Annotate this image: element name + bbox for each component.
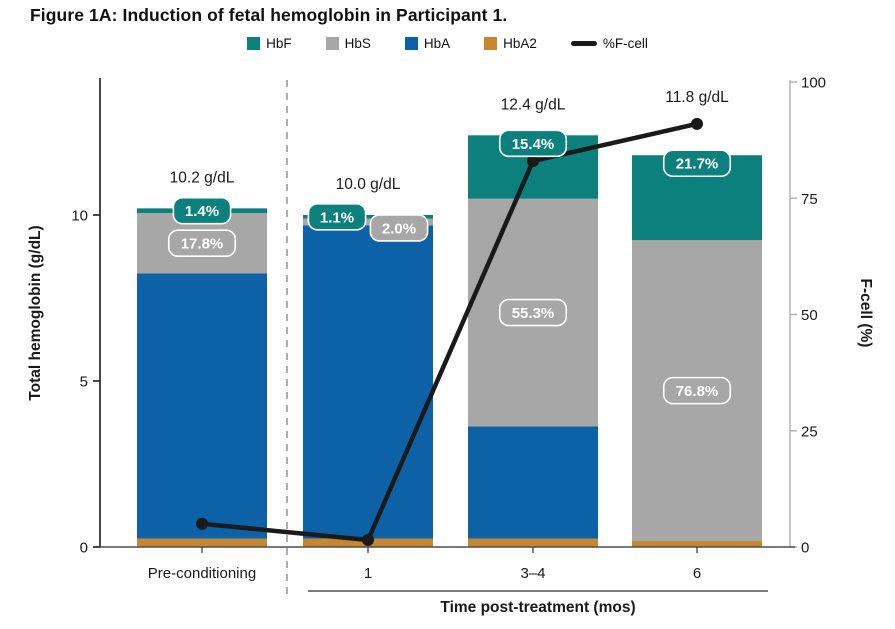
legend-swatch-hba2-icon [484,37,498,50]
right-axis-tick-label: 0 [801,540,809,557]
legend-swatch-fcell-line-icon [570,41,597,46]
legend-label-hba2: HbA2 [503,36,537,51]
badge-hbf-bar-3 [498,129,568,158]
x-category-label: 6 [693,565,701,582]
legend-item-hbs: HbS [325,36,371,51]
x-category-label: 1 [364,565,372,582]
x-axis-group-title: Time post-treatment (mos) [440,599,635,616]
legend-label-hbf: HbF [266,36,292,51]
badge-hbf-bar-4 [662,149,732,178]
legend-label-fcell: %F-cell [602,36,648,51]
bar-1-segment-hba [137,273,267,539]
x-category-label: Pre-conditioning [148,565,256,582]
bar-1-segment-hba2 [137,538,267,547]
badge-label-hbf-bar-1: 1.4% [185,203,219,220]
bar-2-segment-hba [303,225,433,539]
left-axis-tick-label: 10 [71,208,88,225]
legend-label-hba: HbA [423,36,451,51]
badge-hbs-bar-3 [498,298,568,327]
right-axis-tick-label: 25 [801,423,818,440]
right-axis-tick-label: 75 [801,191,818,208]
x-category-label: 3–4 [520,565,545,582]
badge-hbf-bar-2 [307,203,367,231]
badge-label-hbf-bar-4: 21.7% [676,156,719,173]
bar-4-segment-hba2 [632,541,762,547]
bar-2-segment-hbf [303,215,433,219]
bar-3-total-label: 12.4 g/dL [501,96,566,113]
figure-title: Figure 1A: Induction of fetal hemoglobin… [30,5,508,25]
bar-3-segment-hba [468,426,598,539]
bar-4-total-label: 11.8 g/dL [665,89,729,106]
badge-label-hbs-bar-1: 17.8% [181,236,224,253]
right-axis-tick-label: 100 [801,75,826,92]
right-axis-tick-label: 50 [801,307,818,324]
badge-hbs-bar-1 [167,229,237,258]
legend-item-hba2: HbA2 [484,36,537,51]
badge-label-hbs-bar-4: 76.8% [676,383,719,400]
badge-label-hbf-bar-3: 15.4% [512,136,555,153]
right-axis-title: F-cell (%) [857,279,874,348]
legend-item-hbf: HbF [247,36,292,51]
legend-item-fcell: %F-cell [570,36,648,51]
legend-item-hba: HbA [404,36,451,51]
badge-hbs-bar-4 [662,376,732,405]
fcell-point-2 [362,534,374,547]
fcell-point-1 [196,517,208,530]
legend: HbF HbS HbA HbA2 %F-cell [0,36,895,51]
legend-swatch-hbs-icon [325,37,339,50]
badge-label-hbs-bar-3: 55.3% [512,305,555,322]
bar-2-total-label: 10.0 g/dL [336,176,401,193]
badge-hbs-bar-2 [369,214,429,242]
legend-swatch-hba-icon [404,37,418,50]
bar-3-segment-hba2 [468,538,598,547]
legend-label-hbs: HbS [344,36,371,51]
fcell-line [199,121,700,543]
left-axis-tick-label: 5 [80,374,88,391]
badge-label-hbf-bar-2: 1.1% [320,209,354,226]
left-axis-tick-label: 0 [80,540,88,557]
left-axis-title: Total hemoglobin (g/dL) [27,225,44,400]
badge-hbf-bar-1 [172,196,232,225]
bar-1-total-label: 10.2 g/dL [170,169,235,186]
bar-2-segment-hbs [303,218,433,226]
legend-swatch-hbf-icon [247,37,261,50]
badge-label-hbs-bar-2: 2.0% [382,220,416,237]
fcell-point-3 [527,155,539,168]
fcell-point-4 [691,117,703,130]
